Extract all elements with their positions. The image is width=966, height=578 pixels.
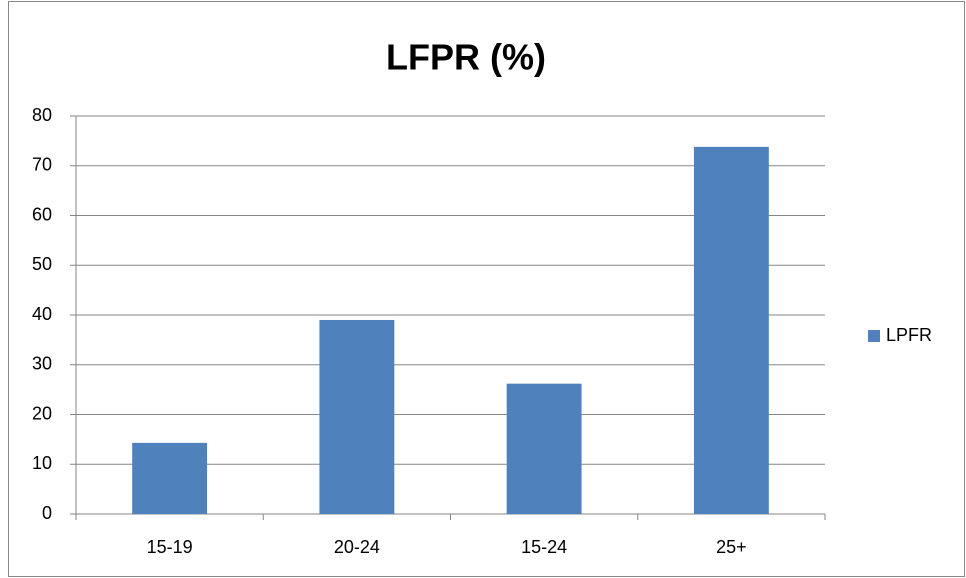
legend-swatch xyxy=(868,330,880,342)
bar xyxy=(693,146,769,514)
y-tick-label: 60 xyxy=(32,204,52,224)
y-tick-label: 80 xyxy=(32,105,52,125)
chart-title: LFPR (%) xyxy=(386,37,546,78)
y-tick-label: 40 xyxy=(32,304,52,324)
y-tick-label: 20 xyxy=(32,403,52,423)
y-tick-label: 70 xyxy=(32,155,52,175)
y-tick-label: 50 xyxy=(32,254,52,274)
x-tick-label: 15-19 xyxy=(147,537,193,557)
bar xyxy=(506,383,582,514)
legend-label: LPFR xyxy=(886,325,932,345)
y-tick-label: 10 xyxy=(32,453,52,473)
bar xyxy=(319,319,395,514)
x-tick-label: 25+ xyxy=(716,537,747,557)
y-tick-label: 0 xyxy=(42,503,52,523)
y-tick-label: 30 xyxy=(32,354,52,374)
x-tick-label: 15-24 xyxy=(521,537,567,557)
bar xyxy=(132,442,208,514)
x-tick-label: 20-24 xyxy=(334,537,380,557)
